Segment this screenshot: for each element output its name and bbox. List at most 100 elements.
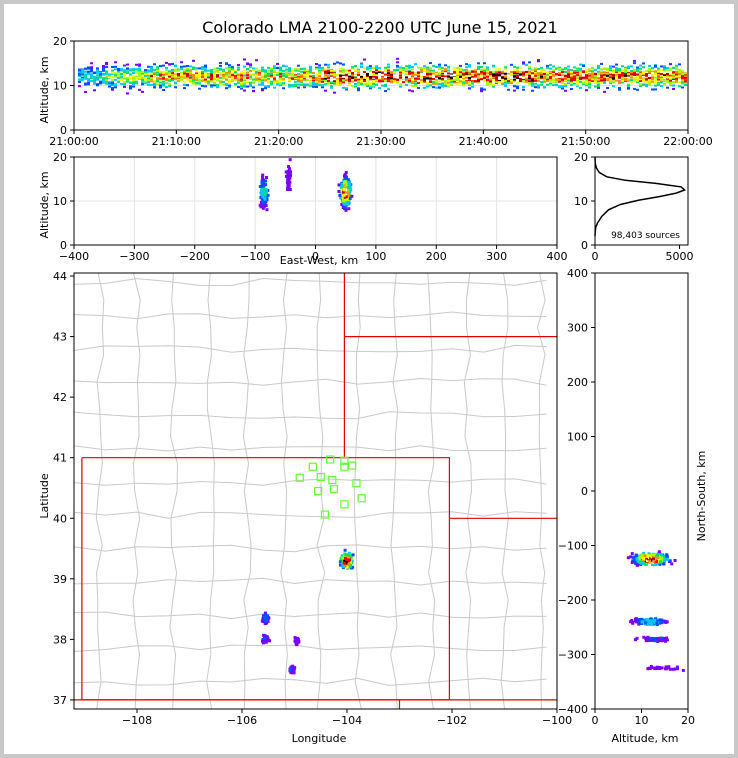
source-density-cell bbox=[387, 78, 390, 81]
source-density-cell bbox=[198, 67, 201, 70]
source-density-cell bbox=[618, 72, 621, 75]
source-density-cell bbox=[258, 83, 261, 86]
source-density-cell bbox=[474, 72, 477, 75]
source-density-cell bbox=[474, 69, 477, 72]
source-density-cell bbox=[117, 73, 120, 76]
ew-source-cell bbox=[337, 183, 341, 187]
source-density-cell bbox=[465, 72, 468, 75]
source-density-cell bbox=[657, 81, 660, 84]
source-density-cell bbox=[378, 74, 381, 77]
source-density-cell bbox=[378, 69, 381, 72]
source-density-cell bbox=[411, 90, 414, 93]
source-density-cell bbox=[357, 87, 360, 90]
map-source-cell bbox=[264, 613, 268, 617]
source-density-cell bbox=[99, 73, 102, 76]
source-density-cell bbox=[528, 82, 531, 85]
source-density-cell bbox=[201, 74, 204, 77]
source-density-cell bbox=[240, 85, 243, 88]
source-density-cell bbox=[267, 69, 270, 72]
source-density-cell bbox=[108, 73, 111, 76]
ns-source-cell bbox=[653, 666, 657, 670]
source-density-cell bbox=[660, 75, 663, 78]
source-density-cell bbox=[345, 78, 348, 81]
source-density-cell bbox=[201, 66, 204, 69]
source-density-cell bbox=[240, 70, 243, 73]
source-density-cell bbox=[198, 79, 201, 82]
ew-source-cell bbox=[339, 190, 343, 194]
source-density-cell bbox=[483, 62, 486, 65]
source-density-cell bbox=[492, 64, 495, 67]
source-density-cell bbox=[567, 79, 570, 82]
source-density-cell bbox=[423, 65, 426, 68]
ns-source-cell bbox=[635, 636, 639, 640]
histogram-x-tick-label: 5000 bbox=[666, 250, 694, 263]
source-density-cell bbox=[597, 83, 600, 86]
source-density-cell bbox=[351, 74, 354, 77]
source-density-cell bbox=[96, 71, 99, 74]
source-density-cell bbox=[402, 66, 405, 69]
source-density-cell bbox=[132, 78, 135, 81]
source-density-cell bbox=[513, 72, 516, 75]
source-density-cell bbox=[348, 80, 351, 83]
source-density-cell bbox=[219, 80, 222, 83]
ns-source-cell bbox=[633, 638, 637, 642]
source-density-cell bbox=[243, 84, 246, 87]
source-density-cell bbox=[237, 78, 240, 81]
source-density-cell bbox=[183, 76, 186, 79]
source-density-cell bbox=[456, 66, 459, 69]
source-density-cell bbox=[123, 76, 126, 79]
ns-source-cell bbox=[655, 620, 659, 624]
source-density-cell bbox=[462, 79, 465, 82]
source-density-cell bbox=[669, 79, 672, 82]
source-density-cell bbox=[309, 77, 312, 80]
source-density-cell bbox=[414, 63, 417, 66]
ns-source-cell bbox=[660, 620, 664, 624]
source-density-cell bbox=[561, 68, 564, 71]
source-density-cell bbox=[534, 75, 537, 78]
ew-source-cell bbox=[265, 208, 269, 212]
source-density-cell bbox=[495, 81, 498, 84]
source-density-cell bbox=[261, 89, 264, 92]
source-density-cell bbox=[105, 70, 108, 73]
source-density-cell bbox=[372, 73, 375, 76]
source-density-cell bbox=[150, 80, 153, 83]
source-density-cell bbox=[213, 68, 216, 71]
source-density-cell bbox=[108, 82, 111, 85]
ew-source-cell bbox=[260, 193, 264, 197]
source-density-cell bbox=[618, 82, 621, 85]
source-density-cell bbox=[435, 79, 438, 82]
source-density-cell bbox=[96, 67, 99, 70]
source-density-cell bbox=[144, 76, 147, 79]
source-density-cell bbox=[354, 77, 357, 80]
source-density-cell bbox=[342, 74, 345, 77]
source-density-cell bbox=[201, 72, 204, 75]
source-density-cell bbox=[684, 83, 687, 86]
ns-source-cell bbox=[634, 553, 638, 557]
ns-tick-label: 200 bbox=[567, 376, 588, 389]
source-density-cell bbox=[615, 69, 618, 72]
source-density-cell bbox=[408, 77, 411, 80]
source-density-cell bbox=[150, 73, 153, 76]
source-density-cell bbox=[282, 83, 285, 86]
ew-source-cell bbox=[261, 206, 265, 210]
source-density-cell bbox=[387, 76, 390, 79]
source-density-cell bbox=[681, 76, 684, 79]
ew-source-cell bbox=[340, 202, 344, 206]
source-density-cell bbox=[447, 85, 450, 88]
source-density-cell bbox=[672, 75, 675, 78]
source-density-cell bbox=[585, 76, 588, 79]
source-density-cell bbox=[447, 69, 450, 72]
source-density-cell bbox=[423, 76, 426, 79]
source-density-cell bbox=[513, 89, 516, 92]
source-density-cell bbox=[459, 68, 462, 71]
source-density-cell bbox=[300, 83, 303, 86]
source-density-cell bbox=[612, 80, 615, 83]
source-density-cell bbox=[669, 63, 672, 66]
source-density-cell bbox=[279, 73, 282, 76]
source-density-cell bbox=[219, 72, 222, 75]
source-density-cell bbox=[561, 85, 564, 88]
source-density-cell bbox=[129, 87, 132, 90]
ew-source-cell bbox=[261, 195, 265, 199]
source-density-cell bbox=[240, 79, 243, 82]
